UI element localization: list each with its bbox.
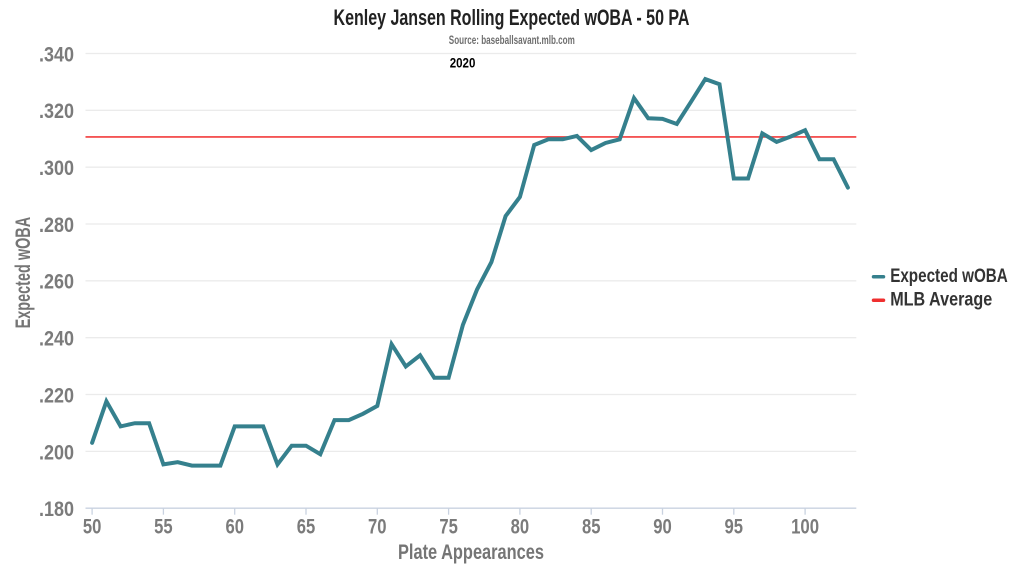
svg-text:.220: .220 [39, 383, 74, 407]
svg-text:Source: baseballsavant.mlb.com: Source: baseballsavant.mlb.com [449, 33, 575, 47]
svg-text:2020: 2020 [450, 55, 476, 70]
svg-text:Expected wOBA: Expected wOBA [12, 217, 35, 329]
svg-text:.280: .280 [39, 213, 74, 237]
svg-text:90: 90 [653, 515, 672, 539]
svg-text:60: 60 [225, 515, 244, 539]
svg-text:.340: .340 [39, 42, 74, 66]
svg-text:.180: .180 [39, 497, 74, 521]
svg-text:Plate Appearances: Plate Appearances [398, 541, 544, 564]
svg-text:.240: .240 [39, 327, 74, 351]
svg-text:70: 70 [368, 515, 387, 539]
svg-text:Kenley Jansen Rolling Expected: Kenley Jansen Rolling Expected wOBA - 50… [334, 5, 690, 30]
svg-text:.260: .260 [39, 270, 74, 294]
svg-text:55: 55 [154, 515, 173, 539]
svg-text:50: 50 [83, 515, 102, 539]
svg-text:80: 80 [511, 515, 530, 539]
svg-text:Expected wOBA: Expected wOBA [890, 265, 1008, 287]
svg-text:95: 95 [725, 515, 744, 539]
svg-text:.300: .300 [39, 156, 74, 180]
svg-text:85: 85 [582, 515, 601, 539]
svg-text:100: 100 [791, 515, 819, 539]
svg-text:.320: .320 [39, 99, 74, 123]
svg-text:75: 75 [439, 515, 458, 539]
svg-text:65: 65 [297, 515, 316, 539]
svg-text:MLB Average: MLB Average [890, 289, 992, 311]
svg-text:.200: .200 [39, 440, 74, 464]
